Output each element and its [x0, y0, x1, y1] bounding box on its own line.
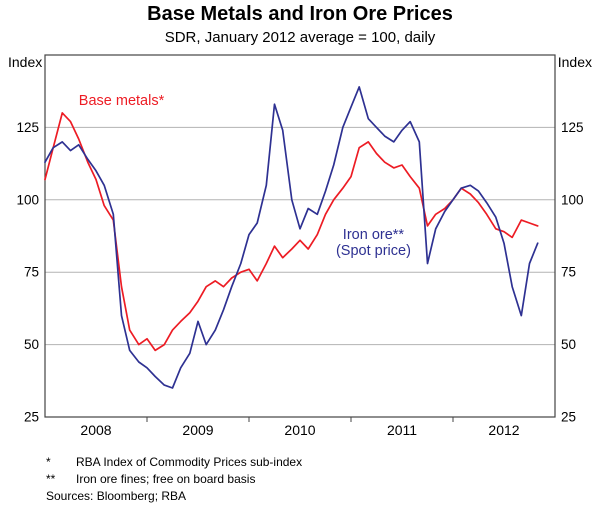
chart-title: Base Metals and Iron Ore Prices — [147, 3, 453, 25]
y-axis-unit-left: Index — [8, 54, 43, 70]
x-tick-label: 2008 — [80, 422, 111, 438]
y-tick-label-right: 25 — [561, 410, 576, 425]
footnote-2-text: Iron ore fines; free on board basis — [76, 472, 256, 486]
base-metals-series-label-text: Base metals* — [78, 93, 165, 110]
x-tick-label: 2012 — [488, 422, 519, 438]
y-tick-label-right: 75 — [561, 265, 576, 280]
x-tick-label: 2009 — [182, 422, 213, 438]
y-tick-label-left: 100 — [16, 192, 39, 207]
y-axis-unit-right: Index — [557, 54, 592, 70]
base-metals-series-label: Base metals* — [79, 93, 164, 109]
y-tick-label-left: 75 — [24, 265, 39, 280]
footnote-1-marker: * — [46, 455, 51, 469]
y-tick-label-left: 125 — [16, 120, 39, 135]
footnote-2-marker: ** — [46, 472, 56, 486]
footnote-2: ** Iron ore fines; free on board basis — [46, 472, 302, 486]
footnote-1-text: RBA Index of Commodity Prices sub-index — [76, 455, 303, 469]
iron-ore-series-label-text: Iron ore** — [342, 227, 405, 244]
x-tick-label: 2010 — [284, 422, 315, 438]
y-tick-label-left: 25 — [24, 410, 39, 425]
plot-frame — [44, 54, 556, 418]
y-tick-label-right: 100 — [561, 192, 584, 207]
y-tick-label-right: 125 — [561, 120, 584, 135]
sources-line: Sources: Bloomberg; RBA — [46, 489, 187, 503]
iron-ore-series-label: Iron ore** (Spot price) — [336, 227, 411, 259]
y-tick-label-right: 50 — [561, 337, 576, 352]
iron-ore-line — [44, 86, 539, 389]
iron-ore-series-sublabel-text: (Spot price) — [335, 243, 411, 260]
x-tick-label: 2011 — [387, 422, 417, 438]
base-metals-line — [44, 112, 539, 352]
footnote-1: * RBA Index of Commodity Prices sub-inde… — [46, 455, 302, 469]
chart-subtitle: SDR, January 2012 average = 100, daily — [164, 29, 436, 46]
y-tick-label-left: 50 — [24, 337, 39, 352]
footnotes: * RBA Index of Commodity Prices sub-inde… — [46, 455, 302, 503]
